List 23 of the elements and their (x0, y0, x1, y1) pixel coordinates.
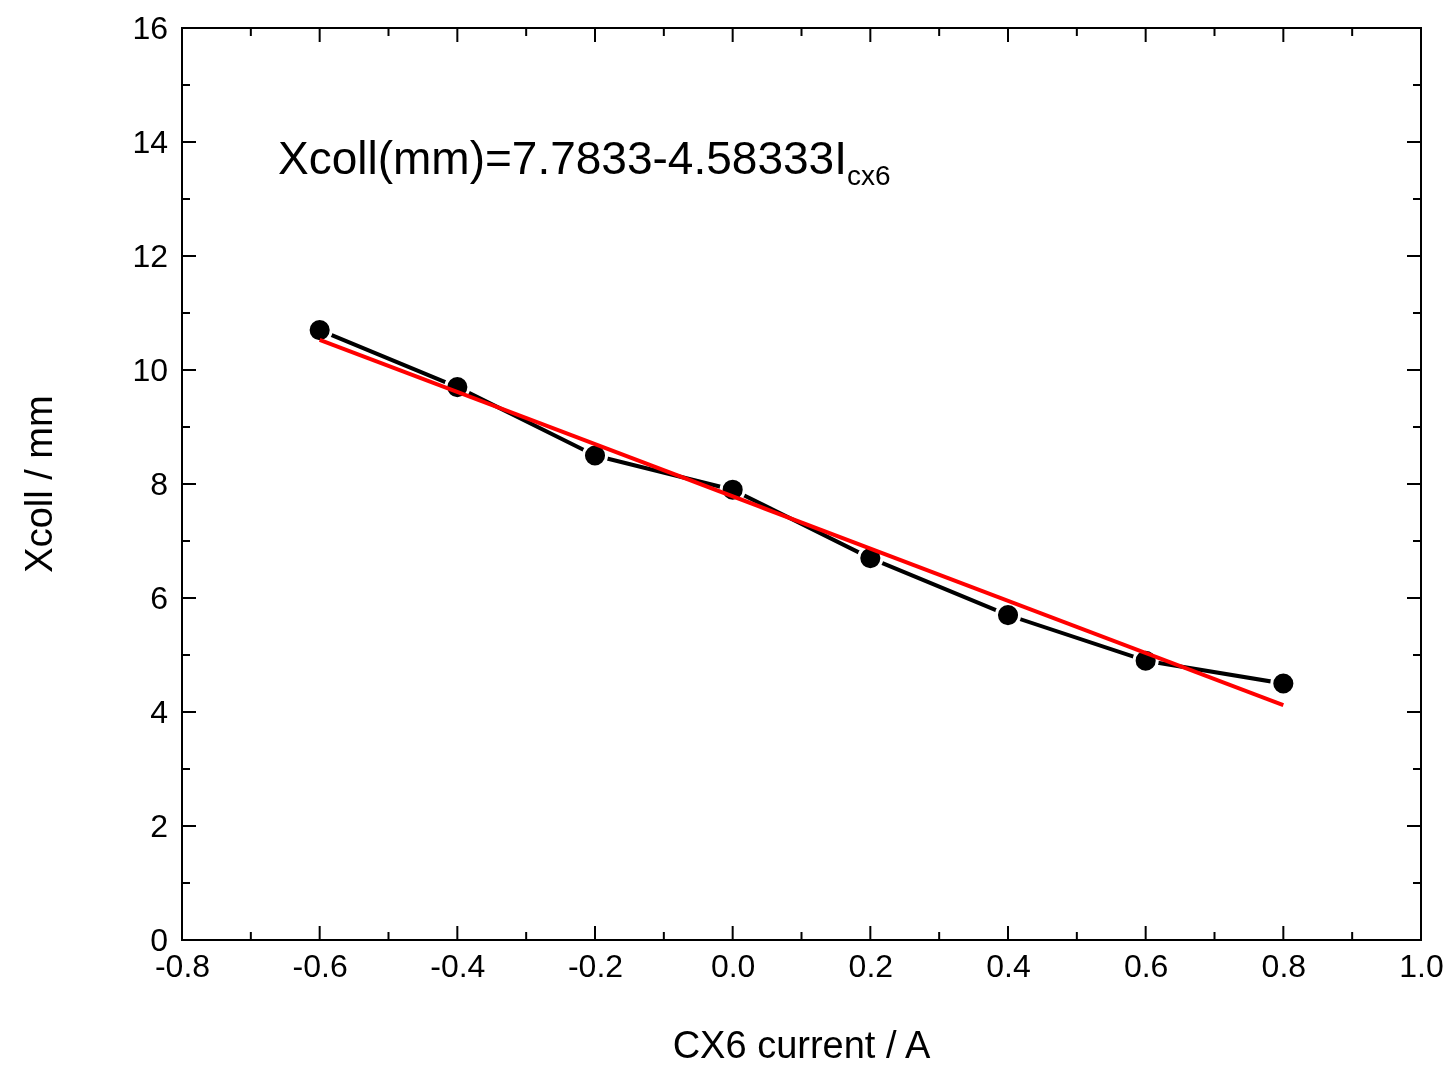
point (1270, 670, 1297, 697)
y-axis-title: Xcoll / mm (18, 395, 60, 573)
point (306, 317, 333, 344)
annotation: Xcoll(mm)=7.7833-4.58333I$_{cx6}$ (278, 132, 891, 192)
y-tick-label: 12 (132, 237, 168, 274)
y-tick-label: 4 (150, 693, 168, 730)
y-tick-label: 8 (150, 465, 168, 502)
x-tick-label: 0.4 (986, 947, 1031, 984)
x-tick-label: -0.2 (567, 947, 624, 984)
x-tick-label: -0.6 (292, 947, 348, 984)
x-tick-label: -0.4 (430, 947, 486, 984)
y-tick-label: 10 (132, 351, 168, 388)
x-tick-label: 0.8 (1261, 947, 1307, 984)
y-tick-label: 6 (150, 579, 168, 616)
x-tick-label: 0.0 (710, 947, 756, 984)
x-tick-label: 1.0 (1399, 947, 1444, 984)
x-tick-label: 0.6 (1123, 947, 1169, 984)
y-tick-label: 16 (132, 9, 168, 46)
y-tick-label: 2 (150, 807, 168, 844)
x-tick-label: 0.2 (848, 947, 894, 984)
x-axis-title: CX6 current / A (672, 1024, 931, 1066)
y-tick-label: 14 (132, 123, 168, 160)
point (994, 602, 1022, 629)
